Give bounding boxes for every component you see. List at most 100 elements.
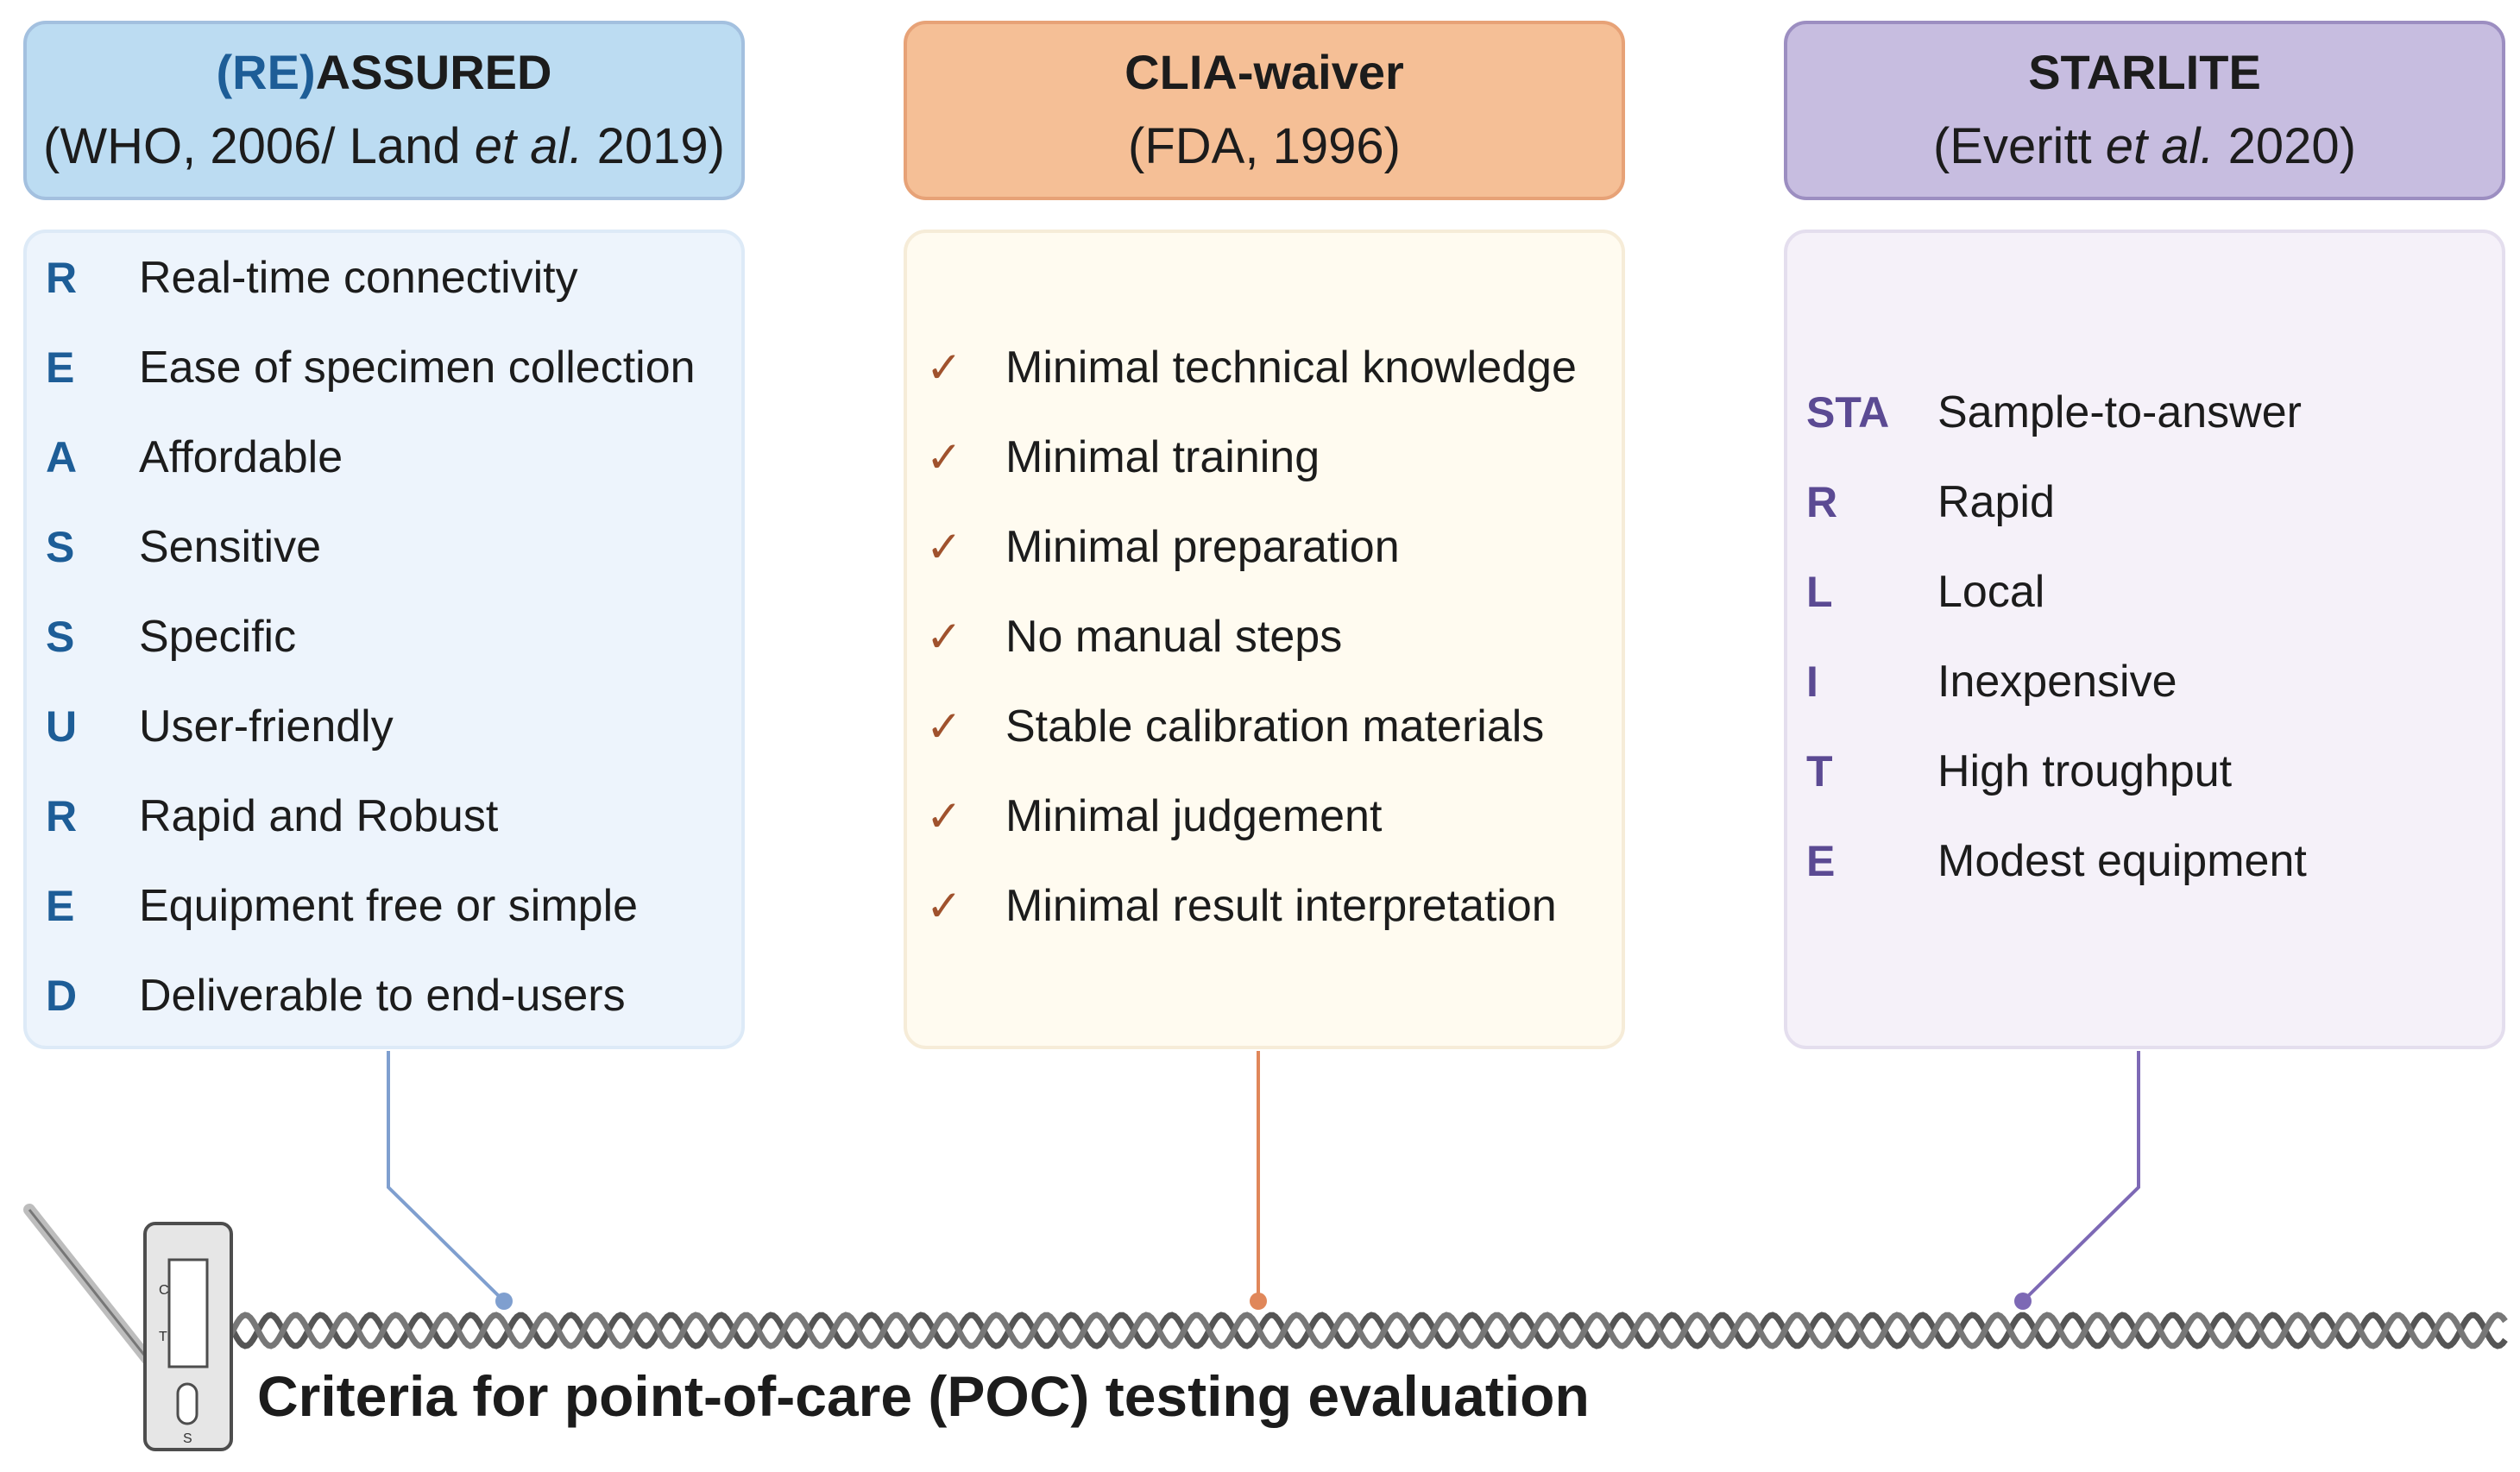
item-letter: R xyxy=(46,792,78,840)
item-text: Rapid xyxy=(1937,477,2055,527)
check-icon: ✓ xyxy=(926,702,962,751)
list-item: E Ease of specimen collection xyxy=(46,323,696,412)
reassured-title: (RE)ASSURED xyxy=(217,36,552,109)
item-text: Minimal result interpretation xyxy=(1005,881,1557,931)
item-letter: S xyxy=(46,523,75,571)
helix-strand xyxy=(180,1312,2508,1349)
citation-text: 2019) xyxy=(583,118,725,174)
list-item: ✓ Minimal training xyxy=(926,412,1320,502)
item-text: Minimal training xyxy=(1005,432,1320,482)
item-letter: E xyxy=(46,882,75,930)
list-item: I Inexpensive xyxy=(1806,637,2177,727)
citation-text: (WHO, 2006/ Land xyxy=(43,118,475,174)
clia-title: CLIA-waiver xyxy=(1125,45,1404,99)
list-item: ✓ Minimal result interpretation xyxy=(926,861,1557,951)
item-text: Deliverable to end-users xyxy=(139,971,626,1021)
control-label: C xyxy=(159,1283,169,1298)
sample-well xyxy=(176,1382,198,1425)
list-item: S Specific xyxy=(46,592,296,682)
reassured-title-prefix: (RE) xyxy=(216,45,316,99)
clia-panel: ✓ Minimal technical knowledge ✓ Minimal tr… xyxy=(904,230,1625,1049)
item-letter: S xyxy=(46,613,75,661)
connector-dot-clia xyxy=(1250,1293,1267,1310)
citation-text: 2020) xyxy=(2214,118,2357,174)
item-letter: STA xyxy=(1806,388,1890,437)
clia-citation: (FDA, 1996) xyxy=(1128,118,1401,174)
reassured-panel: R Real-time connectivity E Ease of specime… xyxy=(23,230,745,1049)
list-item: R Real-time connectivity xyxy=(46,233,578,323)
item-letter: D xyxy=(46,972,78,1020)
list-item: STA Sample-to-answer xyxy=(1806,368,2302,457)
check-icon: ✓ xyxy=(926,523,962,571)
list-item: ✓ Minimal preparation xyxy=(926,502,1400,592)
item-text: No manual steps xyxy=(1005,612,1343,662)
item-letter: I xyxy=(1806,657,1818,706)
item-text: Minimal technical knowledge xyxy=(1005,343,1577,393)
list-item: E Modest equipment xyxy=(1806,816,2307,906)
item-text: Specific xyxy=(139,612,297,662)
list-item: U User-friendly xyxy=(46,682,394,771)
item-text: Sensitive xyxy=(139,522,321,572)
item-text: Minimal preparation xyxy=(1005,522,1400,572)
check-icon: ✓ xyxy=(926,792,962,840)
list-item: E Equipment free or simple xyxy=(46,861,638,951)
clia-header: CLIA-waiver (FDA, 1996) xyxy=(904,21,1625,200)
list-item: D Deliverable to end-users xyxy=(46,951,626,1041)
item-letter: U xyxy=(46,702,78,751)
helix-strand xyxy=(180,1312,2508,1349)
item-letter: R xyxy=(46,254,78,302)
reassured-title-main: ASSURED xyxy=(315,45,552,99)
item-letter: E xyxy=(1806,837,1836,885)
test-label: T xyxy=(159,1330,167,1344)
item-text: Equipment free or simple xyxy=(139,881,639,931)
connector-dot-starlite xyxy=(2014,1293,2032,1310)
starlite-header: STARLITE (Everitt et al. 2020) xyxy=(1784,21,2505,200)
list-item: A Affordable xyxy=(46,412,343,502)
item-letter: A xyxy=(46,433,78,481)
check-icon: ✓ xyxy=(926,882,962,930)
item-text: Ease of specimen collection xyxy=(139,343,696,393)
list-item: T High troughput xyxy=(1806,727,2232,816)
item-text: Modest equipment xyxy=(1937,836,2307,886)
connector-dot-reassured xyxy=(495,1293,513,1310)
diagram-title: Criteria for point-of-care (POC) testing… xyxy=(257,1364,1590,1428)
connector-starlite xyxy=(2021,1051,2140,1303)
list-item: ✓ Stable calibration materials xyxy=(926,682,1544,771)
test-strip-icon: C T S xyxy=(23,1204,233,1451)
item-text: Real-time connectivity xyxy=(139,253,578,303)
item-text: Stable calibration materials xyxy=(1005,701,1545,752)
item-text: High troughput xyxy=(1937,746,2233,796)
reassured-citation: (WHO, 2006/ Land et al. 2019) xyxy=(43,109,725,185)
citation-italic: et al. xyxy=(2105,118,2214,174)
item-text: Sample-to-answer xyxy=(1937,387,2302,437)
item-letter: L xyxy=(1806,568,1833,616)
item-text: Minimal judgement xyxy=(1005,791,1383,841)
list-item: ✓ Minimal technical knowledge xyxy=(926,323,1577,412)
connector-reassured xyxy=(387,1051,506,1303)
list-item: L Local xyxy=(1806,547,2044,637)
starlite-title: STARLITE xyxy=(2028,45,2261,99)
list-item: R Rapid xyxy=(1806,457,2055,547)
result-window xyxy=(167,1258,209,1368)
list-item: ✓ No manual steps xyxy=(926,592,1342,682)
starlite-panel: STA Sample-to-answer R Rapid L Local I Inexp… xyxy=(1784,230,2505,1049)
list-item: R Rapid and Robust xyxy=(46,771,498,861)
list-item: S Sensitive xyxy=(46,502,321,592)
item-text: Affordable xyxy=(139,432,343,482)
dna-helix xyxy=(180,1312,2508,1349)
item-letter: R xyxy=(1806,478,1838,526)
item-letter: E xyxy=(46,343,75,392)
check-icon: ✓ xyxy=(926,613,962,661)
item-text: Local xyxy=(1937,567,2045,617)
list-item: ✓ Minimal judgement xyxy=(926,771,1382,861)
item-text: User-friendly xyxy=(139,701,394,752)
starlite-citation: (Everitt et al. 2020) xyxy=(1933,109,2356,185)
check-icon: ✓ xyxy=(926,343,962,392)
citation-text: (Everitt xyxy=(1932,118,2106,174)
citation-italic: et al. xyxy=(474,118,583,174)
reassured-header: (RE)ASSURED (WHO, 2006/ Land et al. 2019… xyxy=(23,21,745,200)
sample-label: S xyxy=(183,1431,192,1446)
check-icon: ✓ xyxy=(926,433,962,481)
item-text: Inexpensive xyxy=(1937,657,2177,707)
